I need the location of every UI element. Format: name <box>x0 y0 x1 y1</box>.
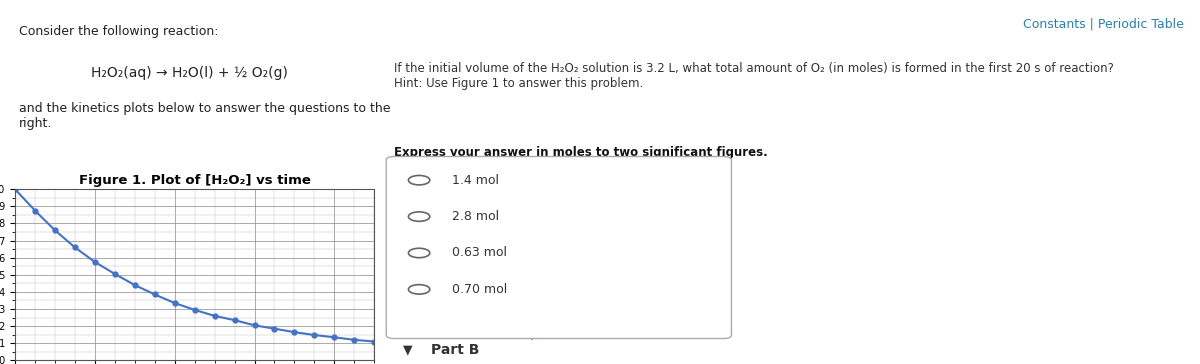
Text: Express your answer in moles to two significant figures.: Express your answer in moles to two sign… <box>395 146 768 159</box>
Text: 0.63 mol: 0.63 mol <box>452 246 506 260</box>
Text: ▼: ▼ <box>403 344 413 357</box>
Text: Request Answer: Request Answer <box>510 327 611 340</box>
Text: 0.70 mol: 0.70 mol <box>452 283 508 296</box>
Text: and the kinetics plots below to answer the questions to the
right.: and the kinetics plots below to answer t… <box>19 102 390 130</box>
Text: H₂O₂(aq) → H₂O(l) + ½ O₂(g): H₂O₂(aq) → H₂O(l) + ½ O₂(g) <box>90 66 288 79</box>
Text: 1.4 mol: 1.4 mol <box>452 174 499 187</box>
FancyBboxPatch shape <box>386 157 732 339</box>
Text: Constants | Periodic Table: Constants | Periodic Table <box>1022 17 1183 30</box>
Text: Submit: Submit <box>413 317 462 331</box>
Text: Part B: Part B <box>432 343 480 357</box>
Text: 2.8 mol: 2.8 mol <box>452 210 499 223</box>
Title: Figure 1. Plot of [H₂O₂] vs time: Figure 1. Plot of [H₂O₂] vs time <box>79 174 311 187</box>
Text: Consider the following reaction:: Consider the following reaction: <box>19 25 218 39</box>
Text: If the initial volume of the H₂O₂ solution is 3.2 L, what total amount of O₂ (in: If the initial volume of the H₂O₂ soluti… <box>395 62 1115 90</box>
